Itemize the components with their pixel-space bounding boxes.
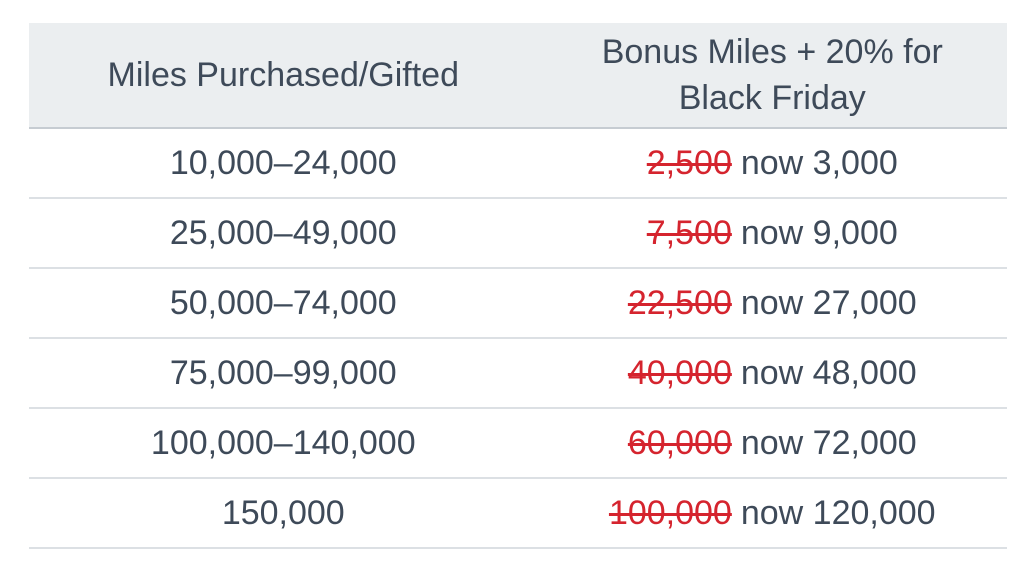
table-row: 10,000–24,000 2,500 now 3,000: [29, 129, 1007, 199]
bonus-cell: 22,500 now 27,000: [538, 284, 1007, 323]
bonus-cell: 7,500 now 9,000: [538, 214, 1007, 253]
table-header-row: Miles Purchased/Gifted Bonus Miles + 20%…: [29, 23, 1007, 129]
new-bonus-value: now 9,000: [740, 213, 898, 252]
bonus-cell: 100,000 now 120,000: [538, 494, 1007, 533]
new-bonus-value: now 27,000: [740, 283, 917, 322]
miles-bonus-table: Miles Purchased/Gifted Bonus Miles + 20%…: [29, 23, 1007, 549]
table-row: 100,000–140,000 60,000 now 72,000: [29, 409, 1007, 479]
new-bonus-value: now 48,000: [740, 353, 917, 392]
bonus-cell: 60,000 now 72,000: [538, 424, 1007, 463]
table-row: 75,000–99,000 40,000 now 48,000: [29, 339, 1007, 409]
miles-range-cell: 75,000–99,000: [169, 353, 397, 392]
miles-range-cell: 150,000: [221, 493, 345, 532]
bonus-cell: 40,000 now 48,000: [538, 354, 1007, 393]
old-bonus-value: 100,000: [608, 493, 732, 532]
old-bonus-value: 40,000: [627, 353, 732, 392]
old-bonus-value: 2,500: [646, 143, 732, 182]
new-bonus-value: now 3,000: [740, 143, 898, 182]
old-bonus-value: 7,500: [646, 213, 732, 252]
miles-range-cell: 10,000–24,000: [169, 143, 397, 182]
table-row: 150,000 100,000 now 120,000: [29, 479, 1007, 549]
header-bonus-miles-label: Bonus Miles + 20% for Black Friday: [601, 33, 943, 117]
header-miles-purchased-label: Miles Purchased/Gifted: [107, 56, 460, 94]
table-row: 50,000–74,000 22,500 now 27,000: [29, 269, 1007, 339]
header-miles-purchased: Miles Purchased/Gifted: [29, 52, 538, 98]
miles-range-cell: 100,000–140,000: [150, 423, 416, 462]
header-bonus-miles: Bonus Miles + 20% for Black Friday: [538, 29, 1007, 121]
new-bonus-value: now 72,000: [740, 423, 917, 462]
table-row: 25,000–49,000 7,500 now 9,000: [29, 199, 1007, 269]
bonus-cell: 2,500 now 3,000: [538, 144, 1007, 183]
old-bonus-value: 22,500: [627, 283, 732, 322]
new-bonus-value: now 120,000: [740, 493, 936, 532]
miles-range-cell: 25,000–49,000: [169, 213, 397, 252]
miles-range-cell: 50,000–74,000: [169, 283, 397, 322]
old-bonus-value: 60,000: [627, 423, 732, 462]
